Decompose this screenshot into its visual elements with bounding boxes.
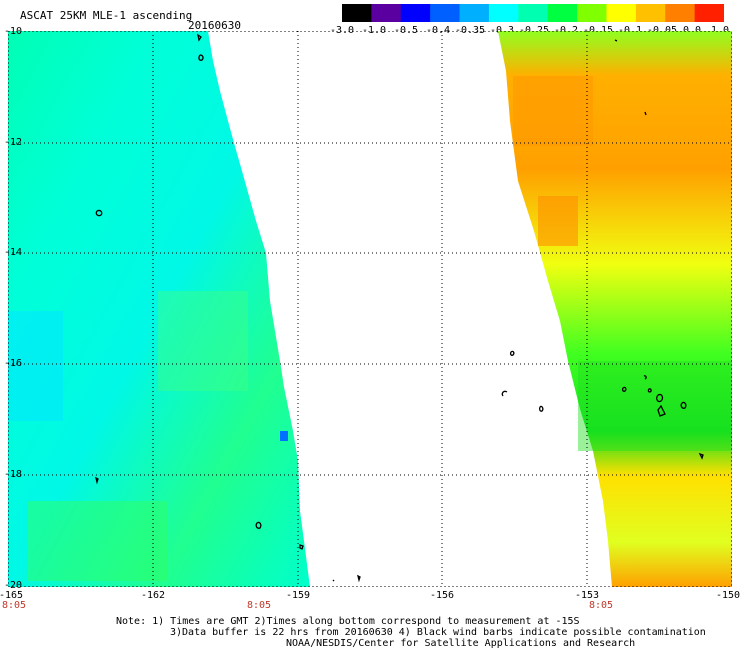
- left-swath-patch: [28, 501, 168, 581]
- island: [643, 375, 647, 380]
- map-frame: [8, 31, 732, 587]
- colorbar-swatch: [577, 4, 607, 22]
- island: [255, 521, 262, 529]
- product-title: ASCAT 25KM MLE-1 ascending: [20, 9, 193, 22]
- colorbar-label: -0.3: [489, 25, 515, 36]
- lon-label: -165: [0, 590, 24, 601]
- colorbar-label: -0.05: [646, 25, 678, 36]
- island: [538, 405, 544, 412]
- island: [501, 390, 508, 397]
- wind-map: [8, 31, 732, 587]
- product-date: 20160630: [188, 19, 241, 32]
- lat-label: -16: [3, 358, 22, 369]
- lat-label: -20: [3, 580, 22, 591]
- right-swath-patch: [578, 361, 732, 451]
- island-outlines: [95, 33, 704, 587]
- lon-label: -150: [715, 590, 740, 601]
- lon-label: -153: [574, 590, 600, 601]
- island: [647, 388, 652, 393]
- island: [509, 350, 515, 356]
- lat-label: -12: [3, 137, 22, 148]
- lon-label: -156: [429, 590, 455, 601]
- time-label: 8:05: [588, 600, 614, 611]
- left-swath-patch: [8, 311, 63, 421]
- colorbar-label: -0.35: [454, 25, 486, 36]
- lat-label: -14: [3, 247, 22, 258]
- time-label: 8:05: [1, 600, 27, 611]
- island: [299, 544, 304, 550]
- colorbar-swatch: [430, 4, 461, 22]
- colorbar-swatch: [606, 4, 637, 22]
- colorbar-swatch: [371, 4, 402, 22]
- right-swath: [498, 31, 732, 587]
- island: [332, 579, 335, 582]
- island: [95, 209, 103, 217]
- footer-note-2: 3)Data buffer is 22 hrs from 20160630 4)…: [170, 627, 706, 638]
- island: [644, 111, 647, 116]
- colorbar-swatch: [400, 4, 431, 22]
- island: [614, 39, 618, 42]
- blue-pixel: [280, 431, 288, 441]
- lon-label: -159: [285, 590, 311, 601]
- island: [95, 476, 99, 485]
- colorbar-label: -0.4: [425, 25, 451, 36]
- colorbar-swatch: [342, 4, 372, 22]
- colorbar-label: -0.2: [553, 25, 579, 36]
- footer-credit: NOAA/NESDIS/Center for Satellite Applica…: [286, 638, 636, 649]
- island: [657, 404, 666, 417]
- island: [680, 401, 687, 409]
- colorbar-swatch: [488, 4, 519, 22]
- colorbar-swatch: [547, 4, 578, 22]
- colorbar-label: 1.0: [710, 25, 730, 36]
- island: [198, 54, 204, 61]
- right-swath-patch: [513, 76, 593, 146]
- left-swath: [8, 31, 310, 587]
- footer-note-1: Note: 1) Times are GMT 2)Times along bot…: [116, 616, 580, 627]
- lon-label: -162: [140, 590, 166, 601]
- colorbar-swatch: [635, 4, 666, 22]
- island: [698, 452, 704, 460]
- colorbar-label: -0.25: [518, 25, 550, 36]
- colorbar-label: -0.1: [617, 25, 643, 36]
- colorbar: [342, 4, 724, 22]
- colorbar-label: -0.5: [393, 25, 419, 36]
- island: [197, 33, 202, 42]
- map-grid: [8, 31, 732, 587]
- island: [656, 393, 664, 403]
- right-swath-patch: [538, 196, 578, 246]
- colorbar-label: 0.0: [682, 25, 702, 36]
- island: [621, 386, 627, 392]
- left-swath-patch: [158, 291, 248, 391]
- lat-label: -10: [3, 26, 22, 37]
- colorbar-swatch: [459, 4, 490, 22]
- colorbar-label: -0.15: [582, 25, 614, 36]
- lat-label: -18: [3, 469, 22, 480]
- colorbar-swatch: [665, 4, 696, 22]
- time-label: 8:05: [246, 600, 272, 611]
- colorbar-swatch: [694, 4, 724, 22]
- colorbar-label: -1.0: [361, 25, 387, 36]
- colorbar-label: -3.0: [329, 25, 355, 36]
- island: [357, 574, 361, 583]
- colorbar-labels: -3.0 -1.0 -0.5 -0.4 -0.35 -0.3 -0.25 -0.…: [330, 25, 729, 37]
- colorbar-swatch: [518, 4, 549, 22]
